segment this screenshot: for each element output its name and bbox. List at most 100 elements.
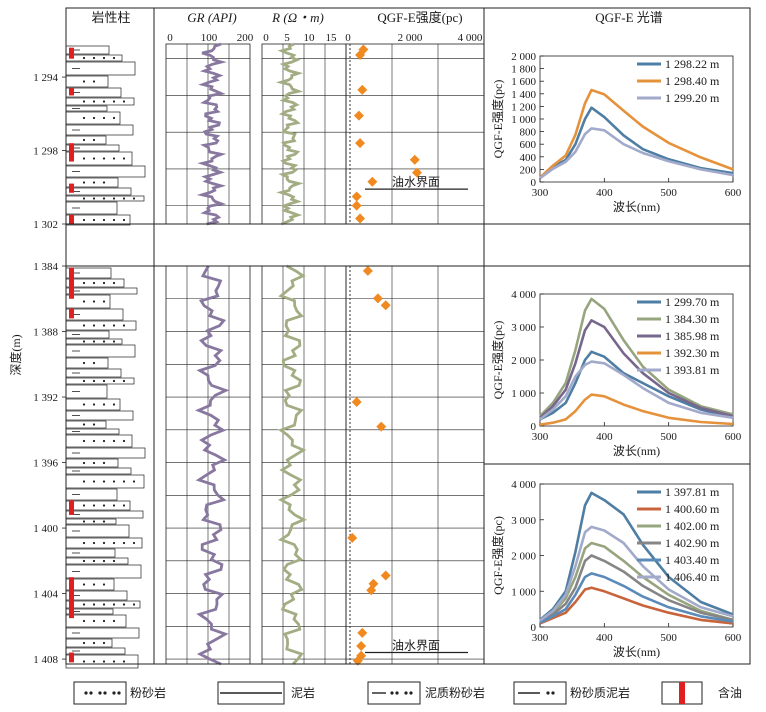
series-line: [539, 127, 734, 180]
x-tick-label: 600: [725, 632, 742, 644]
owc-label: 油水界面: [392, 639, 440, 653]
res-tick: 10: [304, 32, 316, 44]
series-line: [539, 586, 734, 625]
qgf-point: [367, 176, 378, 187]
y-axis-label: QGF-E强度(pc): [490, 80, 505, 159]
depth-tick-label: 1 302: [33, 219, 58, 231]
qgf-point: [352, 655, 363, 666]
oil-bar: [69, 214, 74, 224]
silt-dot: [92, 80, 96, 83]
qgf-point: [356, 640, 367, 651]
silt-dot: [82, 138, 86, 142]
x-tick-label: 500: [660, 431, 677, 443]
series-line: [539, 297, 734, 418]
x-tick-label: 600: [725, 187, 742, 199]
silt-dot: [102, 403, 106, 406]
silt-dot: [92, 324, 96, 327]
qgf-tick: 2 000: [398, 32, 423, 44]
depth-tick-label: 1 388: [33, 327, 58, 339]
x-tick-label: 400: [596, 431, 613, 443]
owc-label: 油水界面: [392, 175, 440, 189]
qgf-point: [355, 50, 366, 61]
silt-dot: [92, 157, 96, 160]
silt-dot: [102, 181, 106, 184]
silt-dot: [102, 324, 106, 327]
silt-dot: [82, 324, 86, 327]
lithology-bed: [65, 434, 133, 448]
res-tick: 0: [263, 32, 269, 44]
legend-swatch: [367, 681, 421, 705]
silt-dot: [82, 56, 86, 60]
depth-tick-label: 1 396: [33, 458, 58, 470]
depth-axis-title: 深度(m): [8, 334, 23, 375]
silt-dot: [102, 281, 106, 285]
x-tick-label: 300: [532, 632, 549, 644]
y-tick-label: 1 000: [511, 388, 536, 400]
silt-dot: [102, 157, 106, 160]
silt-dot: [82, 619, 86, 623]
silt-dot: [102, 461, 106, 465]
silt-dot: [82, 181, 86, 184]
depth-tick-label: 1 392: [33, 392, 58, 404]
lithology-bed: [65, 420, 107, 429]
res-tick: 15: [326, 32, 338, 44]
lithology-bed: [65, 518, 117, 525]
legend-entry: 1 384.30 m: [665, 312, 720, 326]
silt-dot: [122, 197, 126, 200]
silt-dot: [122, 603, 126, 606]
silt-dot: [102, 480, 106, 483]
silt-dot: [82, 603, 86, 606]
legend-oil: 含油: [661, 681, 742, 705]
silt-dot: [122, 100, 126, 103]
silt-dot: [82, 80, 86, 83]
silt-dot: [102, 619, 106, 623]
silt-dot: [132, 197, 136, 200]
oil-bar: [69, 652, 74, 663]
qgf-point: [376, 421, 387, 432]
y-tick-label: 400: [520, 152, 537, 164]
legend-entry: 1 406.40 m: [665, 570, 720, 584]
series-line: [539, 572, 734, 624]
qgf-point: [351, 396, 362, 407]
oil-bar: [69, 88, 74, 96]
gr-curve: [194, 265, 230, 666]
silt-dot: [82, 379, 86, 383]
silt-dot: [122, 324, 126, 327]
x-tick-label: 300: [532, 187, 549, 199]
y-tick-label: 0: [531, 622, 537, 634]
silt-dot: [82, 403, 86, 406]
y-tick-label: 1 600: [511, 76, 536, 88]
qgf-point: [357, 627, 368, 638]
gr-curve: [196, 42, 227, 226]
lithology-bed: [65, 135, 107, 145]
legend-dots-icon: [84, 691, 121, 695]
silt-dot: [122, 218, 126, 222]
silt-dot: [102, 583, 106, 586]
x-tick-label: 400: [596, 632, 613, 644]
y-axis-label: QGF-E强度(pc): [490, 516, 505, 595]
silt-dot: [102, 603, 106, 606]
silt-dot: [82, 520, 86, 523]
resistivity-curve: [275, 42, 304, 226]
y-tick-label: 1 000: [511, 114, 536, 126]
silt-dot: [92, 340, 96, 343]
legend-label: 粉砂岩: [130, 685, 166, 700]
qgf-point: [380, 300, 391, 311]
silt-dot: [102, 300, 106, 303]
gr-tick: 0: [167, 32, 173, 44]
silt-dot: [112, 439, 116, 443]
x-tick-label: 300: [532, 431, 549, 443]
depth-tick-label: 1 298: [33, 146, 58, 158]
gr-tick: 100: [201, 32, 218, 44]
legend-entry: 1 385.98 m: [665, 329, 720, 343]
lithology-bed: [65, 557, 129, 565]
silt-dot: [112, 116, 116, 120]
qgf-point: [380, 570, 391, 581]
lithology-bed: [65, 357, 109, 369]
silt-dot: [122, 439, 126, 443]
qgf-point: [355, 213, 366, 224]
silt-dot: [92, 281, 96, 285]
qgf-point: [357, 84, 368, 95]
gr-scale: 0 100 200: [167, 32, 254, 44]
